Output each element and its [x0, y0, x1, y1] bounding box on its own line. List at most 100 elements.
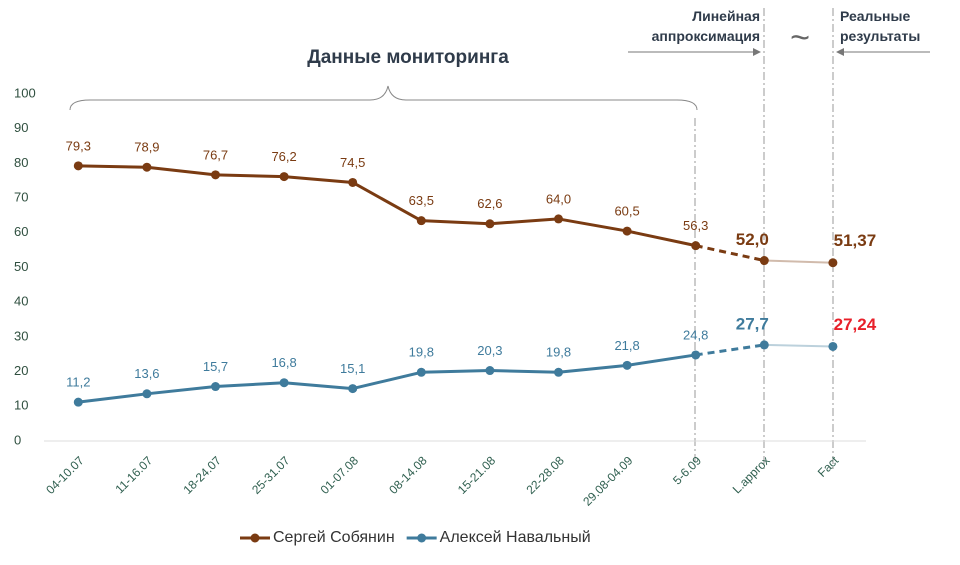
marker — [142, 389, 152, 399]
real-label: Реальные результаты — [840, 8, 921, 44]
line-segment — [489, 369, 559, 374]
value-label: 13,6 — [134, 366, 159, 381]
approx-label: Линейная аппроксимация — [651, 8, 760, 44]
marker — [73, 161, 83, 171]
marker — [211, 382, 220, 392]
y-tick-label: 50 — [14, 259, 28, 274]
value-label: 16,8 — [271, 355, 296, 370]
x-tick-label: 22-28.08 — [523, 453, 567, 497]
marker — [211, 170, 220, 180]
value-label: 60,5 — [614, 204, 639, 219]
marker — [485, 366, 495, 376]
value-label: 51,37 — [834, 231, 877, 250]
marker — [622, 226, 632, 236]
value-label: 74,5 — [340, 155, 365, 170]
value-label: 15,1 — [340, 361, 365, 376]
value-label: 56,3 — [683, 218, 708, 233]
line-segment — [558, 363, 628, 374]
x-tick-label: 25-31.07 — [249, 453, 293, 497]
marker — [416, 367, 426, 377]
x-tick-label: 29.08-04.09 — [580, 453, 635, 508]
y-tick-label: 60 — [14, 224, 28, 239]
marker — [759, 256, 769, 266]
x-tick-label: 01-07.08 — [318, 453, 362, 497]
value-label: 21,8 — [614, 338, 639, 353]
marker — [348, 177, 358, 187]
y-tick-label: 10 — [14, 398, 28, 413]
x-tick-label: 08-14.08 — [386, 453, 430, 497]
value-label: 19,8 — [546, 345, 571, 360]
value-label: 78,9 — [134, 140, 159, 155]
y-tick-label: 0 — [14, 432, 21, 447]
line-segment — [352, 370, 422, 391]
line-segment — [421, 369, 490, 374]
line-segment — [558, 217, 628, 233]
x-tick-label: 18-24.07 — [180, 453, 224, 497]
legend-label: Сергей Собянин — [273, 529, 395, 546]
y-tick-label: 80 — [14, 155, 28, 170]
legend-marker — [417, 533, 427, 543]
line-segment — [695, 343, 765, 357]
marker — [348, 384, 358, 394]
value-label: 52,0 — [736, 230, 769, 249]
legend-label: Алексей Навальный — [440, 529, 591, 546]
y-tick-label: 30 — [14, 328, 28, 343]
marker — [691, 350, 701, 360]
x-tick-label: 5-6.09 — [670, 453, 704, 487]
line-segment — [764, 343, 833, 348]
y-tick-label: 40 — [14, 294, 28, 309]
approx-box: Линейная аппроксимация — [651, 8, 760, 44]
line-segment — [283, 175, 353, 184]
chart-title: Данные мониторинга — [307, 47, 509, 68]
value-label: 24,8 — [683, 327, 708, 342]
line-segment — [215, 381, 285, 389]
x-tick-label: 04-10.07 — [43, 453, 87, 497]
value-label: 64,0 — [546, 191, 571, 206]
x-tick-label: 11-16.07 — [112, 453, 155, 496]
marker — [485, 219, 495, 229]
y-tick-label: 90 — [14, 120, 28, 135]
value-label: 79,3 — [66, 138, 91, 153]
marker — [142, 162, 152, 172]
line-segment — [626, 229, 697, 248]
marker — [828, 258, 838, 268]
marker — [416, 216, 426, 226]
value-label: 27,7 — [736, 314, 769, 333]
value-label: 15,7 — [203, 359, 228, 374]
marker — [554, 367, 563, 377]
line-segment — [78, 392, 148, 404]
marker — [73, 397, 83, 407]
value-label: 63,5 — [409, 193, 434, 208]
value-label: 62,6 — [477, 196, 502, 211]
brace — [69, 85, 698, 111]
marker — [279, 172, 289, 182]
value-label: 11,2 — [66, 375, 90, 390]
x-tick-label: 15-21.08 — [455, 453, 499, 497]
line-segment — [215, 173, 285, 179]
value-label: 27,24 — [834, 315, 877, 334]
line-segment — [351, 181, 423, 222]
tilde: ~ — [790, 19, 810, 57]
line-segment — [146, 385, 216, 396]
line-segment — [78, 164, 147, 169]
line-segment — [764, 259, 833, 264]
marker — [691, 241, 701, 251]
value-label: 76,7 — [203, 147, 228, 162]
line-segment — [489, 217, 559, 226]
y-tick-label: 100 — [14, 85, 36, 100]
line-segment — [421, 219, 490, 226]
marker — [759, 340, 769, 350]
line-segment — [626, 353, 696, 367]
y-tick-label: 20 — [14, 363, 28, 378]
marker — [828, 341, 838, 351]
value-label: 20,3 — [477, 343, 502, 358]
real-box: Реальные результаты — [840, 8, 921, 44]
marker — [622, 360, 632, 370]
value-label: 76,2 — [271, 149, 296, 164]
line-segment — [146, 165, 216, 177]
legend-marker — [250, 533, 260, 543]
marker — [279, 378, 289, 388]
y-tick-label: 70 — [14, 190, 28, 205]
x-tick-label: L.approx — [730, 453, 773, 496]
